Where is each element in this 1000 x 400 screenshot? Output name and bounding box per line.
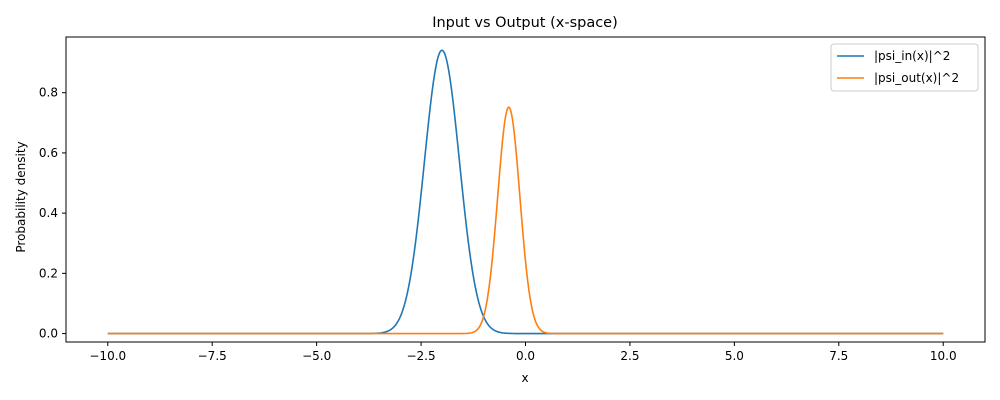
- y-tick-label: 0.8: [39, 86, 58, 100]
- x-tick-label: 7.5: [829, 349, 848, 363]
- x-tick-label: −10.0: [89, 349, 126, 363]
- x-axis-ticks: −10.0 −7.5 −5.0 −2.5 0.0 2.5 5.0 7.5 10.0: [89, 342, 957, 363]
- y-tick-label: 0.4: [39, 206, 58, 220]
- legend: |psi_in(x)|^2 |psi_out(x)|^2: [830, 43, 979, 92]
- series-line-psi-out: [107, 106, 944, 335]
- x-tick-label: 0.0: [516, 349, 535, 363]
- x-axis-label: x: [521, 371, 528, 385]
- legend-box: [830, 43, 979, 92]
- y-tick-label: 0.2: [39, 266, 58, 280]
- x-tick-label: −5.0: [302, 349, 331, 363]
- x-tick-label: 5.0: [725, 349, 744, 363]
- x-tick-label: −7.5: [198, 349, 227, 363]
- x-tick-label: 2.5: [620, 349, 639, 363]
- y-tick-label: 0.0: [39, 327, 58, 341]
- chart-title: Input vs Output (x-space): [432, 15, 618, 31]
- legend-label-psi-out: |psi_out(x)|^2: [874, 71, 959, 85]
- x-tick-label: 10.0: [930, 349, 957, 363]
- legend-label-psi-in: |psi_in(x)|^2: [874, 49, 950, 63]
- x-tick-label: −2.5: [406, 349, 435, 363]
- y-axis-label: Probability density: [14, 141, 28, 252]
- y-axis-ticks: 0.0 0.2 0.4 0.6 0.8: [39, 86, 66, 341]
- y-tick-label: 0.6: [39, 146, 58, 160]
